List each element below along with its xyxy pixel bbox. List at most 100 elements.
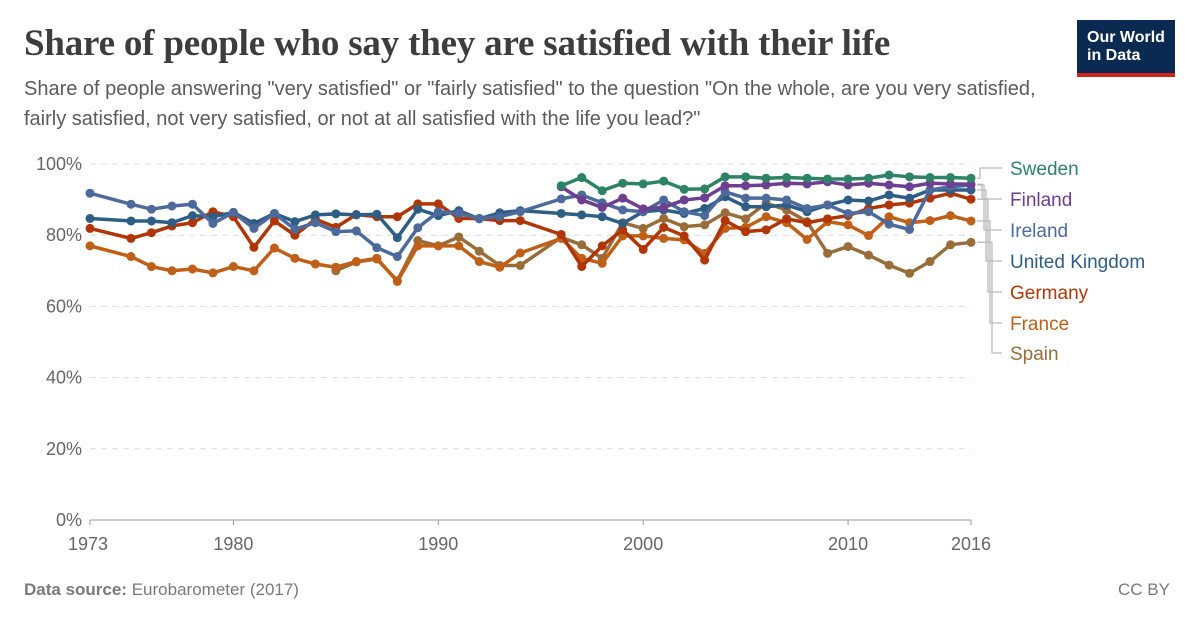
data-point[interactable] <box>454 241 464 251</box>
data-point[interactable] <box>761 193 771 203</box>
data-point[interactable] <box>187 199 197 209</box>
data-point[interactable] <box>864 207 874 217</box>
data-point[interactable] <box>474 246 484 256</box>
data-point[interactable] <box>720 172 730 182</box>
data-point[interactable] <box>290 253 300 263</box>
data-point[interactable] <box>618 225 628 235</box>
data-point[interactable] <box>392 233 402 243</box>
data-point[interactable] <box>331 227 341 237</box>
data-point[interactable] <box>884 219 894 229</box>
data-point[interactable] <box>741 227 751 237</box>
data-point[interactable] <box>454 208 464 218</box>
data-point[interactable] <box>946 211 956 221</box>
source-link[interactable]: Eurobarometer (2017) <box>131 580 299 599</box>
data-point[interactable] <box>515 248 525 258</box>
data-point[interactable] <box>659 233 669 243</box>
data-point[interactable] <box>966 237 976 247</box>
data-point[interactable] <box>290 217 300 227</box>
license-link[interactable]: CC BY <box>1118 580 1170 599</box>
data-point[interactable] <box>925 257 935 267</box>
data-point[interactable] <box>823 200 833 210</box>
data-point[interactable] <box>618 193 628 203</box>
data-point[interactable] <box>966 173 976 183</box>
data-point[interactable] <box>351 210 361 220</box>
data-point[interactable] <box>228 207 238 217</box>
data-point[interactable] <box>187 218 197 228</box>
data-point[interactable] <box>884 200 894 210</box>
data-point[interactable] <box>310 218 320 228</box>
data-point[interactable] <box>823 174 833 184</box>
data-point[interactable] <box>146 204 156 214</box>
series-label[interactable]: Germany <box>1010 283 1089 304</box>
data-point[interactable] <box>864 250 874 260</box>
data-point[interactable] <box>864 231 874 241</box>
data-point[interactable] <box>146 262 156 272</box>
data-point[interactable] <box>638 244 648 254</box>
data-point[interactable] <box>495 262 505 272</box>
data-point[interactable] <box>85 223 95 233</box>
data-point[interactable] <box>372 253 382 263</box>
data-point[interactable] <box>905 225 915 235</box>
data-point[interactable] <box>843 174 853 184</box>
data-point[interactable] <box>905 182 915 192</box>
data-point[interactable] <box>269 216 279 226</box>
data-point[interactable] <box>700 220 710 230</box>
data-point[interactable] <box>515 216 525 226</box>
data-point[interactable] <box>802 234 812 244</box>
data-point[interactable] <box>905 268 915 278</box>
data-point[interactable] <box>720 181 730 191</box>
data-point[interactable] <box>679 231 689 241</box>
data-point[interactable] <box>310 259 320 269</box>
data-point[interactable] <box>372 209 382 219</box>
data-point[interactable] <box>126 233 136 243</box>
data-point[interactable] <box>392 212 402 222</box>
data-point[interactable] <box>741 172 751 182</box>
data-point[interactable] <box>679 184 689 194</box>
data-point[interactable] <box>249 266 259 276</box>
data-point[interactable] <box>823 214 833 224</box>
data-point[interactable] <box>433 207 443 217</box>
data-point[interactable] <box>269 208 279 218</box>
data-point[interactable] <box>741 202 751 212</box>
data-point[interactable] <box>741 214 751 224</box>
data-point[interactable] <box>269 243 279 253</box>
data-point[interactable] <box>782 173 792 183</box>
data-point[interactable] <box>823 248 833 258</box>
data-point[interactable] <box>782 214 792 224</box>
data-point[interactable] <box>290 224 300 234</box>
data-point[interactable] <box>700 193 710 203</box>
data-point[interactable] <box>618 178 628 188</box>
data-point[interactable] <box>331 209 341 219</box>
data-point[interactable] <box>413 204 423 214</box>
data-point[interactable] <box>761 173 771 183</box>
data-point[interactable] <box>741 181 751 191</box>
data-point[interactable] <box>679 195 689 205</box>
data-point[interactable] <box>884 212 894 222</box>
data-point[interactable] <box>187 264 197 274</box>
data-point[interactable] <box>720 216 730 226</box>
data-point[interactable] <box>351 257 361 267</box>
data-point[interactable] <box>515 207 525 217</box>
data-point[interactable] <box>638 231 648 241</box>
data-point[interactable] <box>85 213 95 223</box>
data-point[interactable] <box>249 223 259 233</box>
data-point[interactable] <box>167 266 177 276</box>
data-point[interactable] <box>597 212 607 222</box>
data-point[interactable] <box>638 223 648 233</box>
data-point[interactable] <box>761 202 771 212</box>
data-point[interactable] <box>700 211 710 221</box>
data-point[interactable] <box>310 210 320 220</box>
data-point[interactable] <box>413 223 423 233</box>
data-point[interactable] <box>802 173 812 183</box>
data-point[interactable] <box>659 202 669 212</box>
data-point[interactable] <box>966 216 976 226</box>
data-point[interactable] <box>638 204 648 214</box>
data-point[interactable] <box>392 276 402 286</box>
data-point[interactable] <box>556 181 566 191</box>
data-point[interactable] <box>187 211 197 221</box>
data-point[interactable] <box>474 213 484 223</box>
data-point[interactable] <box>884 190 894 200</box>
series-label[interactable]: United Kingdom <box>1010 252 1145 273</box>
data-point[interactable] <box>925 185 935 195</box>
data-point[interactable] <box>126 199 136 209</box>
